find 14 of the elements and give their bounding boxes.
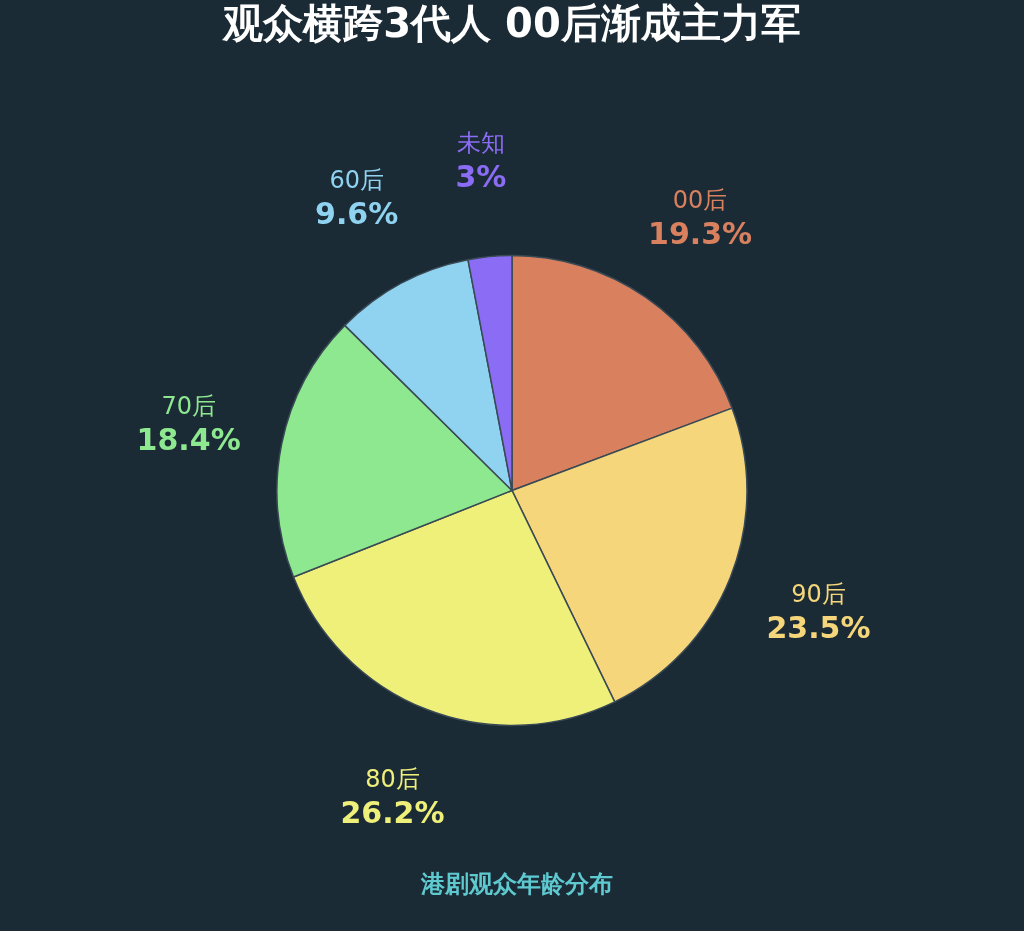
data-label: 19.3% <box>648 216 753 252</box>
data-label: 23.5% <box>766 609 871 645</box>
slice-label: 00后 <box>672 186 728 215</box>
data-label: 18.4% <box>136 421 241 457</box>
data-label: 3% <box>455 158 507 194</box>
slice-label: 未知 <box>456 128 505 157</box>
slice-label: 90后 <box>791 579 846 608</box>
text: 港剧观众年龄分布 <box>420 870 613 898</box>
data-label: 9.6% <box>315 196 399 232</box>
slice-label: 80后 <box>365 765 420 794</box>
chart-title: 观众横跨3代人 00后渐成主力军 <box>221 0 801 46</box>
slice-label: 60后 <box>329 166 384 195</box>
slice-label: 70后 <box>161 391 216 420</box>
data-label: 26.2% <box>340 795 445 831</box>
